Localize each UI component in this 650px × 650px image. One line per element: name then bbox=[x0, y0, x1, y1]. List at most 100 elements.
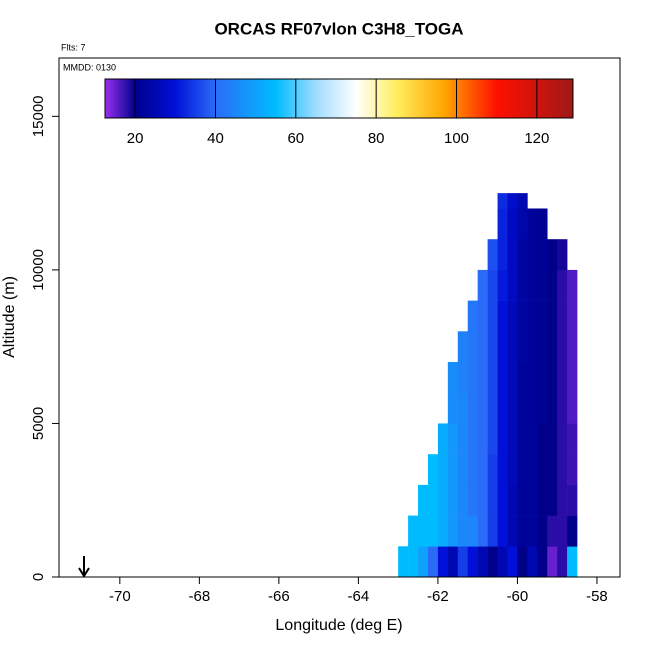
cell bbox=[497, 546, 508, 578]
cell bbox=[497, 392, 508, 424]
cell bbox=[567, 454, 578, 486]
cell bbox=[477, 269, 488, 301]
cell bbox=[467, 300, 478, 332]
cell bbox=[537, 515, 548, 547]
cell bbox=[507, 546, 518, 578]
cell bbox=[567, 515, 578, 547]
cell bbox=[487, 392, 498, 424]
y-tick-label: 15000 bbox=[30, 95, 47, 137]
cell bbox=[408, 515, 419, 547]
cell bbox=[507, 239, 518, 271]
cell bbox=[467, 515, 478, 547]
cell bbox=[497, 423, 508, 455]
annotation: MMDD: 0130 bbox=[63, 62, 116, 72]
cell bbox=[527, 484, 538, 516]
cell bbox=[557, 546, 568, 578]
cell bbox=[457, 331, 469, 363]
cell bbox=[507, 362, 518, 394]
x-tick-label: -62 bbox=[427, 588, 449, 605]
x-tick-label: -70 bbox=[109, 588, 131, 605]
cell bbox=[507, 484, 518, 516]
cell bbox=[547, 269, 558, 301]
cell bbox=[527, 331, 538, 363]
cell bbox=[507, 515, 518, 547]
cell bbox=[487, 362, 498, 394]
x-tick-label: -66 bbox=[268, 588, 290, 605]
cell bbox=[457, 484, 469, 516]
cell bbox=[537, 362, 548, 394]
cell bbox=[547, 546, 558, 578]
cell bbox=[437, 546, 449, 578]
cell bbox=[537, 423, 548, 455]
colorbar-tick-label: 100 bbox=[444, 130, 469, 147]
cell bbox=[507, 208, 518, 240]
cell bbox=[487, 546, 498, 578]
cell bbox=[547, 362, 558, 394]
cell bbox=[507, 454, 518, 486]
x-tick-label: -58 bbox=[586, 588, 608, 605]
cell bbox=[557, 392, 568, 424]
cell bbox=[507, 269, 518, 301]
cell bbox=[467, 546, 478, 578]
cell bbox=[537, 484, 548, 516]
cell bbox=[547, 392, 558, 424]
cell bbox=[557, 515, 568, 547]
cell bbox=[497, 239, 508, 271]
cell bbox=[487, 269, 498, 301]
cell bbox=[507, 300, 518, 332]
cell bbox=[447, 515, 459, 547]
cell bbox=[547, 300, 558, 332]
cell bbox=[527, 239, 538, 271]
cell bbox=[517, 300, 528, 332]
cell bbox=[567, 300, 578, 332]
cell bbox=[537, 454, 548, 486]
cell bbox=[477, 484, 488, 516]
cell bbox=[517, 269, 528, 301]
cell bbox=[497, 515, 508, 547]
x-tick-label: -60 bbox=[507, 588, 529, 605]
cell bbox=[557, 300, 568, 332]
cell bbox=[457, 546, 469, 578]
cell bbox=[467, 484, 478, 516]
cell bbox=[477, 423, 488, 455]
cell bbox=[567, 269, 578, 301]
cell bbox=[497, 269, 508, 301]
cell bbox=[547, 484, 558, 516]
cell bbox=[517, 454, 528, 486]
cell bbox=[447, 484, 459, 516]
cell bbox=[437, 515, 449, 547]
cell bbox=[517, 423, 528, 455]
cell bbox=[477, 392, 488, 424]
cell bbox=[547, 239, 558, 271]
cell bbox=[567, 362, 578, 394]
cell bbox=[517, 362, 528, 394]
y-tick-label: 10000 bbox=[30, 249, 47, 291]
cell bbox=[557, 331, 568, 363]
cell bbox=[517, 484, 528, 516]
cell bbox=[527, 546, 538, 578]
cell bbox=[497, 193, 508, 209]
cell bbox=[527, 300, 538, 332]
cell bbox=[437, 484, 449, 516]
arrow-head bbox=[78, 567, 90, 578]
cell bbox=[447, 454, 459, 486]
cell bbox=[467, 362, 478, 394]
cell bbox=[467, 423, 478, 455]
cell bbox=[497, 208, 508, 240]
cell bbox=[457, 423, 469, 455]
cell bbox=[487, 484, 498, 516]
x-tick-label: -64 bbox=[348, 588, 370, 605]
cell bbox=[547, 423, 558, 455]
cell bbox=[457, 392, 469, 424]
cell bbox=[537, 269, 548, 301]
cell bbox=[527, 208, 538, 240]
cell bbox=[567, 423, 578, 455]
cell bbox=[487, 515, 498, 547]
cell bbox=[557, 362, 568, 394]
cell bbox=[527, 454, 538, 486]
cell bbox=[447, 392, 459, 424]
cell bbox=[517, 331, 528, 363]
cell bbox=[567, 331, 578, 363]
cell bbox=[408, 546, 419, 578]
colorbar bbox=[104, 78, 574, 119]
